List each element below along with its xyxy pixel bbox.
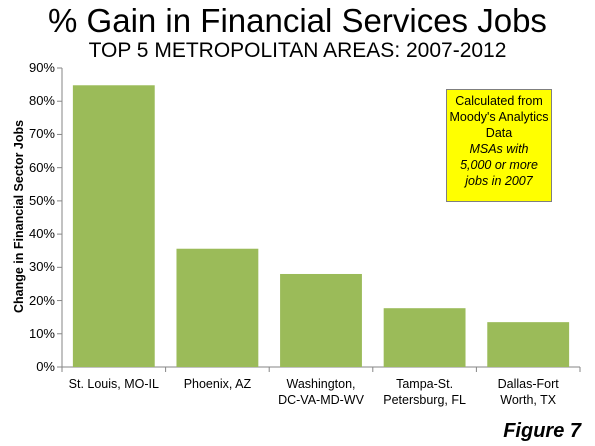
x-category-label-line: Petersburg, FL [383, 393, 466, 407]
y-tick-label: 40% [28, 226, 55, 242]
y-tick-label: 90% [28, 60, 55, 75]
x-category-label-line: Dallas-Fort [497, 377, 559, 391]
y-axis-label: Change in Financial Sector Jobs [12, 119, 26, 313]
x-category-label-line: Worth, TX [500, 393, 557, 407]
x-category-label: Dallas-Fort Worth, TX [476, 376, 580, 408]
x-category-label-line: Washington, [286, 377, 356, 391]
figure-label: Figure 7 [503, 420, 581, 442]
note-italic-line: 5,000 or more [460, 158, 538, 172]
note-line: Calculated from [455, 94, 543, 108]
bar [487, 322, 570, 367]
x-category-label-line: DC-VA-MD-WV [278, 393, 364, 407]
bar [176, 248, 259, 367]
bar [383, 308, 466, 367]
y-tick-label: 10% [28, 325, 55, 341]
y-tick-label: 60% [28, 159, 55, 175]
note-italic-line: jobs in 2007 [465, 174, 533, 188]
bar [72, 85, 155, 367]
note-italic-line: MSAs with [469, 142, 529, 156]
chart-subtitle: TOP 5 METROPOLITAN AREAS: 2007-2012 [88, 39, 507, 62]
note-line: Moody's Analytics [449, 110, 549, 124]
bar [280, 273, 362, 367]
x-category-label: Washington, DC-VA-MD-WV [269, 376, 373, 408]
x-category-label: Phoenix, AZ [165, 376, 269, 392]
x-category-label: Tampa-St. Petersburg, FL [373, 376, 477, 408]
x-category-label-line: Phoenix, AZ [183, 377, 252, 391]
note-line: Data [485, 126, 513, 140]
y-tick-label: 0% [36, 359, 55, 374]
y-tick-label: 50% [28, 192, 55, 208]
chart-title: % Gain in Financial Services Jobs [48, 2, 547, 39]
y-tick-label: 30% [28, 259, 55, 275]
y-tick-label: 20% [28, 292, 55, 308]
x-category-label-line: St. Louis, MO-IL [68, 377, 159, 391]
x-category-label: St. Louis, MO-IL [62, 376, 166, 392]
x-category-label-line: Tampa-St. [396, 377, 454, 391]
source-note: Calculated from Moody's Analytics Data M… [446, 89, 552, 202]
y-tick-label: 70% [28, 126, 55, 142]
y-tick-label: 80% [28, 93, 55, 109]
